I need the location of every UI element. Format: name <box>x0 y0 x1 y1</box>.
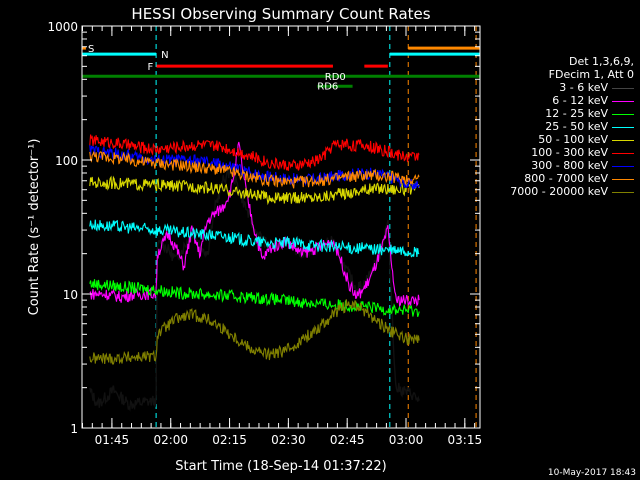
axis-layer: 1 10 100 1000 01:45 02:00 02:15 02:30 02:45 03:00… <box>47 20 482 447</box>
legend-entry-label: 7000 - 20000 keV <box>510 185 608 198</box>
legend-entry: 6 - 12 keV <box>510 94 634 107</box>
x-tick-label-5: 03:00 <box>389 433 424 447</box>
y-tick-label-3: 1000 <box>47 20 78 34</box>
y-tick-label-2: 100 <box>55 154 78 168</box>
legend-header-line-1: Det 1,3,6,9, <box>568 55 634 68</box>
legend-entry: 3 - 6 keV <box>510 81 634 94</box>
x-tick-label-2: 02:15 <box>212 433 247 447</box>
legend-entry-label: 800 - 7000 keV <box>524 172 608 185</box>
legend-swatch <box>612 178 634 180</box>
series-line-1 <box>89 141 420 308</box>
legend-entry-label: 12 - 25 keV <box>545 107 608 120</box>
series-line-3 <box>89 219 420 258</box>
legend-entry-label: 6 - 12 keV <box>552 94 608 107</box>
legend: Det 1,3,6,9, FDecim 1, Att 0 3 - 6 keV 6 … <box>510 55 640 198</box>
legend-swatch <box>612 100 634 102</box>
y-axis-label: Count Rate (s⁻¹ detector⁻¹) <box>27 139 42 316</box>
series-line-2 <box>89 279 420 317</box>
y-tick-label-0: 1 <box>70 422 78 436</box>
legend-swatch <box>612 87 634 89</box>
status-bar-label-4: F <box>148 62 154 73</box>
legend-entry: 800 - 7000 keV <box>510 172 634 185</box>
x-axis-label: Start Time (18-Sep-14 01:37:22) <box>175 459 386 474</box>
plot-frame <box>81 25 481 429</box>
x-tick-label-0: 01:45 <box>95 433 130 447</box>
status-bar-label-1: N <box>161 50 168 61</box>
x-tick-label-4: 02:45 <box>330 433 365 447</box>
x-tick-label-6: 03:15 <box>448 433 483 447</box>
x-tick-label-1: 02:00 <box>153 433 188 447</box>
footer-timestamp: 10-May-2017 18:43 <box>548 468 636 478</box>
legend-swatch <box>612 126 634 128</box>
y-tick-label-1: 10 <box>63 288 78 302</box>
legend-swatch <box>612 113 634 115</box>
legend-entry: 300 - 800 keV <box>510 159 634 172</box>
legend-header-line-2: FDecim 1, Att 0 <box>548 68 634 81</box>
legend-entry-label: 100 - 300 keV <box>531 146 608 159</box>
legend-entry-label: 3 - 6 keV <box>559 81 608 94</box>
x-tick-label-3: 02:30 <box>271 433 306 447</box>
legend-swatch <box>612 191 634 193</box>
series-line-8 <box>89 299 420 365</box>
legend-entry: 12 - 25 keV <box>510 107 634 120</box>
series-line-7 <box>89 151 420 189</box>
status-bar-label-0: S <box>88 44 94 55</box>
series-line-dark-0 <box>89 164 420 412</box>
legend-entry-label: 50 - 100 keV <box>538 133 608 146</box>
legend-swatch <box>612 165 634 167</box>
legend-swatch <box>612 139 634 141</box>
legend-entry: 100 - 300 keV <box>510 146 634 159</box>
legend-entry-label: 25 - 50 keV <box>545 120 608 133</box>
legend-swatch <box>612 152 634 154</box>
legend-entry-label: 300 - 800 keV <box>531 159 608 172</box>
legend-entries: 3 - 6 keV 6 - 12 keV 12 - 25 keV 25 - 50 ke… <box>510 81 640 198</box>
series-line-4 <box>89 175 420 206</box>
legend-entry: 50 - 100 keV <box>510 133 634 146</box>
legend-entry: 7000 - 20000 keV <box>510 185 634 198</box>
status-bar-label-7: RD6 <box>317 81 338 92</box>
series-line-5 <box>89 134 420 171</box>
chart-title: HESSI Observing Summary Count Rates <box>131 5 430 23</box>
status-bar-label-6: RD0 <box>325 72 346 83</box>
legend-entry: 25 - 50 keV <box>510 120 634 133</box>
